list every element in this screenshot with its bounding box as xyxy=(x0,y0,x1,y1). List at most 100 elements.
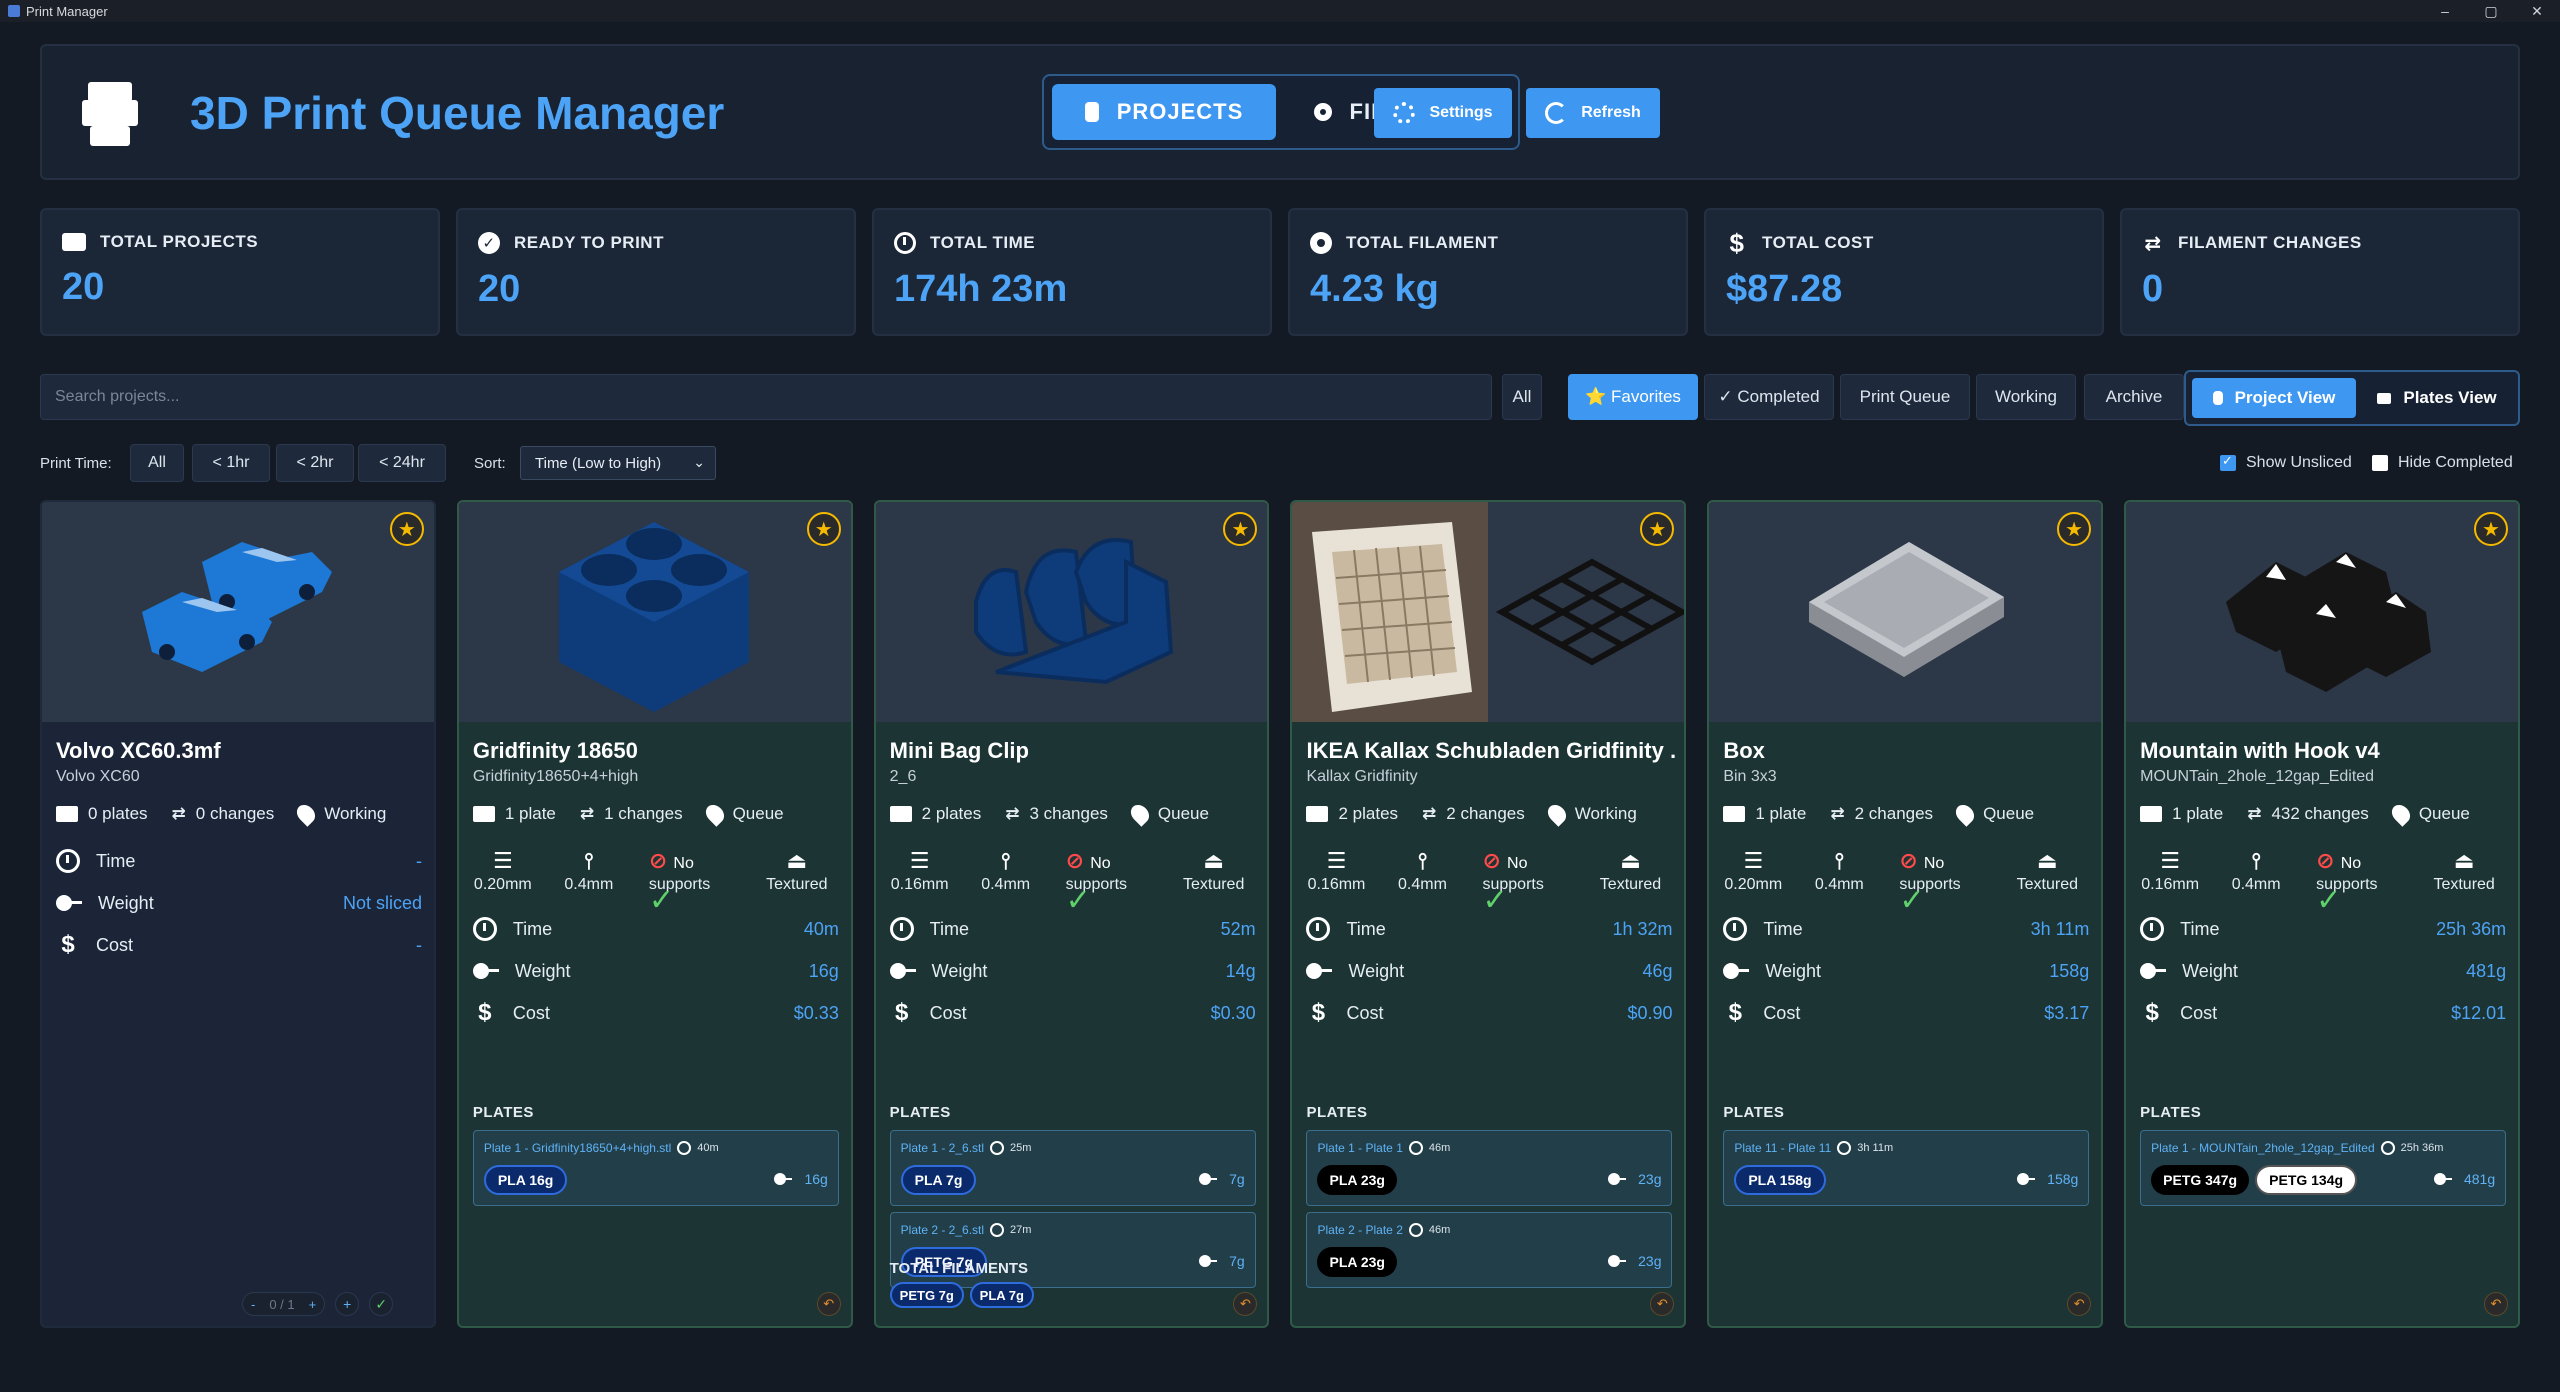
textured-plate-icon: ⏏ xyxy=(2036,848,2058,873)
textured-plate-icon: ⏏ xyxy=(1620,848,1641,873)
card-title: Gridfinity 18650 xyxy=(472,738,638,763)
plate-item[interactable]: Plate 2 - Plate 2 46m PLA 23g 23g xyxy=(1306,1212,1673,1288)
undo-icon[interactable]: ↶ xyxy=(1233,1292,1258,1316)
no-supports-icon: ⊘ xyxy=(1482,848,1501,873)
print-time-label: Print Time: xyxy=(40,455,112,472)
chevron-down-icon: ⌄ xyxy=(693,454,705,470)
plate-item[interactable]: Plate 1 - 2_6.stl 25m PLA 7g 7g xyxy=(889,1130,1256,1206)
print-settings: ☰ 0.16mm ⫯ 0.4mm ⊘ No supports ✓ ⏏ Textured xyxy=(2140,850,2510,916)
favorite-star-icon[interactable]: ★ xyxy=(2473,512,2508,546)
hide-completed-checkbox[interactable]: Hide Completed xyxy=(2372,454,2513,472)
favorite-star-icon[interactable]: ★ xyxy=(1640,512,1675,546)
time-filter-2hr[interactable]: < 2hr xyxy=(276,444,354,482)
filter-working[interactable]: Working xyxy=(1976,374,2076,420)
no-supports-icon: ⊘ xyxy=(2316,848,2335,873)
project-view-button[interactable]: Project View xyxy=(2192,378,2356,418)
swap-icon: ⇄ xyxy=(2144,232,2162,255)
show-unsliced-checkbox[interactable]: Show Unsliced xyxy=(2220,453,2352,472)
filter-completed[interactable]: ✓ Completed xyxy=(1704,374,1834,420)
undo-icon[interactable]: ↶ xyxy=(816,1292,841,1316)
plate-name: Plate 1 - Gridfinity18650+4+high.stl xyxy=(483,1141,672,1155)
add-button[interactable]: + xyxy=(335,1292,360,1316)
project-card[interactable]: ★ Volvo XC60.3mf Volvo XC60 0 plates ⇄ 0 … xyxy=(40,500,436,1328)
checkbox-checked xyxy=(2220,453,2236,471)
layer-height: 0.20mm xyxy=(473,876,532,893)
stat-value: 20 xyxy=(62,266,105,308)
tab-projects[interactable]: PROJECTS xyxy=(1052,84,1276,140)
stat-value: 174h 23m xyxy=(894,268,1068,310)
filter-favorites[interactable]: ⭐ Favorites xyxy=(1568,374,1698,420)
clock-icon xyxy=(1408,1223,1423,1237)
minimize-button[interactable]: – xyxy=(2441,3,2449,19)
project-card[interactable]: ★ IKEA Kallax Schubladen Gridfinity ... … xyxy=(1290,500,1687,1328)
dollar-icon: $ xyxy=(1311,999,1326,1026)
project-card[interactable]: ★ Mini Bag Clip 2_6 2 plates ⇄ 3 changes … xyxy=(873,500,1270,1328)
filter-all[interactable]: All xyxy=(1502,374,1542,420)
time-filter-1hr[interactable]: < 1hr xyxy=(192,444,270,482)
bag-clip-image xyxy=(875,502,1268,722)
counter-stepper[interactable]: -0 / 1 + xyxy=(242,1292,326,1316)
complete-button[interactable]: ✓ xyxy=(369,1292,394,1316)
project-thumbnail xyxy=(1292,502,1685,722)
undo-icon[interactable]: ↶ xyxy=(2483,1292,2508,1316)
project-card[interactable]: ★ Mountain with Hook v4 MOUNTain_2hole_1… xyxy=(2124,500,2520,1328)
time-row: Time 1h 32m xyxy=(1306,916,1672,942)
time-row: Time 52m xyxy=(889,916,1256,942)
plate-item[interactable]: Plate 2 - 2_6.stl 27m PETG 7g 7g xyxy=(889,1212,1256,1288)
undo-icon[interactable]: ↶ xyxy=(1650,1292,1675,1316)
stat-label: TOTAL PROJECTS xyxy=(100,232,259,251)
favorite-star-icon[interactable]: ★ xyxy=(389,512,424,546)
sort-select[interactable]: Time (Low to High) ⌄ xyxy=(520,446,716,480)
cost-row: $ Cost $12.01 xyxy=(2140,999,2506,1026)
undo-icon[interactable]: ↶ xyxy=(2067,1292,2092,1316)
clock-icon xyxy=(1408,1141,1423,1155)
project-card[interactable]: ★ Box Bin 3x3 1 plate ⇄ 2 changes Queue ☰… xyxy=(1707,500,2104,1328)
nozzle-icon: ⫯ xyxy=(584,848,594,873)
layer-height: 0.16mm xyxy=(1307,876,1366,893)
plate-item[interactable]: Plate 1 - Gridfinity18650+4+high.stl 40m … xyxy=(472,1130,839,1206)
favorite-star-icon[interactable]: ★ xyxy=(1223,512,1258,546)
filament-chip: PLA 23g xyxy=(1317,1165,1397,1195)
plate-weight: 7g xyxy=(1229,1253,1245,1269)
total-filaments-heading: TOTAL FILAMENTS xyxy=(889,1260,1028,1277)
plus-icon[interactable]: + xyxy=(308,1296,317,1312)
status-label: Queue xyxy=(732,804,784,823)
status-label: Working xyxy=(324,804,387,823)
logo-icon xyxy=(82,82,138,146)
project-card[interactable]: ★ Gridfinity 18650 Gridfinity18650+4+hig… xyxy=(456,500,853,1328)
minus-icon[interactable]: - xyxy=(251,1296,256,1312)
close-button[interactable]: ✕ xyxy=(2531,2,2543,19)
refresh-button[interactable]: Refresh xyxy=(1526,88,1660,138)
favorite-star-icon[interactable]: ★ xyxy=(806,512,841,546)
filter-archive[interactable]: Archive xyxy=(2084,374,2184,420)
spool-icon xyxy=(1313,103,1332,121)
plates-view-button[interactable]: Plates View xyxy=(2362,378,2512,418)
plate-item[interactable]: Plate 11 - Plate 11 3h 11m PLA 158g 158g xyxy=(1723,1130,2090,1206)
search-input[interactable]: Search projects... xyxy=(40,374,1492,420)
stat-value: 0 xyxy=(2142,268,2164,310)
nozzle-icon: ⫯ xyxy=(1834,848,1845,873)
time-filter-24hr[interactable]: < 24hr xyxy=(358,444,446,482)
card-meta: 1 plate ⇄ 432 changes Queue xyxy=(2140,801,2510,827)
plates-heading: PLATES xyxy=(1306,1104,1368,1121)
weight-row: Weight 158g xyxy=(1723,958,2089,984)
time-value: 3h 11m xyxy=(2030,918,2090,939)
favorite-star-icon[interactable]: ★ xyxy=(2057,512,2092,546)
location-pin-icon xyxy=(293,801,319,827)
time-value: - xyxy=(416,850,422,871)
no-label: No xyxy=(1923,855,1945,872)
maximize-button[interactable]: ▢ xyxy=(2484,2,2498,19)
settings-button[interactable]: Settings xyxy=(1374,88,1512,138)
filter-print-queue[interactable]: Print Queue xyxy=(1840,374,1970,420)
time-filter-all[interactable]: All xyxy=(130,444,184,482)
plate-item[interactable]: Plate 1 - MOUNTain_2hole_12gap_Edited 25h… xyxy=(2140,1130,2507,1206)
status-label: Queue xyxy=(1983,804,2035,823)
no-supports-icon: ⊘ xyxy=(1899,848,1918,873)
plate-item[interactable]: Plate 1 - Plate 1 46m PLA 23g 23g xyxy=(1306,1130,1673,1206)
nozzle-icon: ⫯ xyxy=(1417,848,1428,873)
weight-icon xyxy=(2140,961,2167,981)
check-icon: ✓ xyxy=(478,232,500,254)
weight-icon xyxy=(774,1172,793,1186)
layer-height: 0.20mm xyxy=(1724,876,1783,893)
supports-label: supports xyxy=(1065,876,1128,893)
